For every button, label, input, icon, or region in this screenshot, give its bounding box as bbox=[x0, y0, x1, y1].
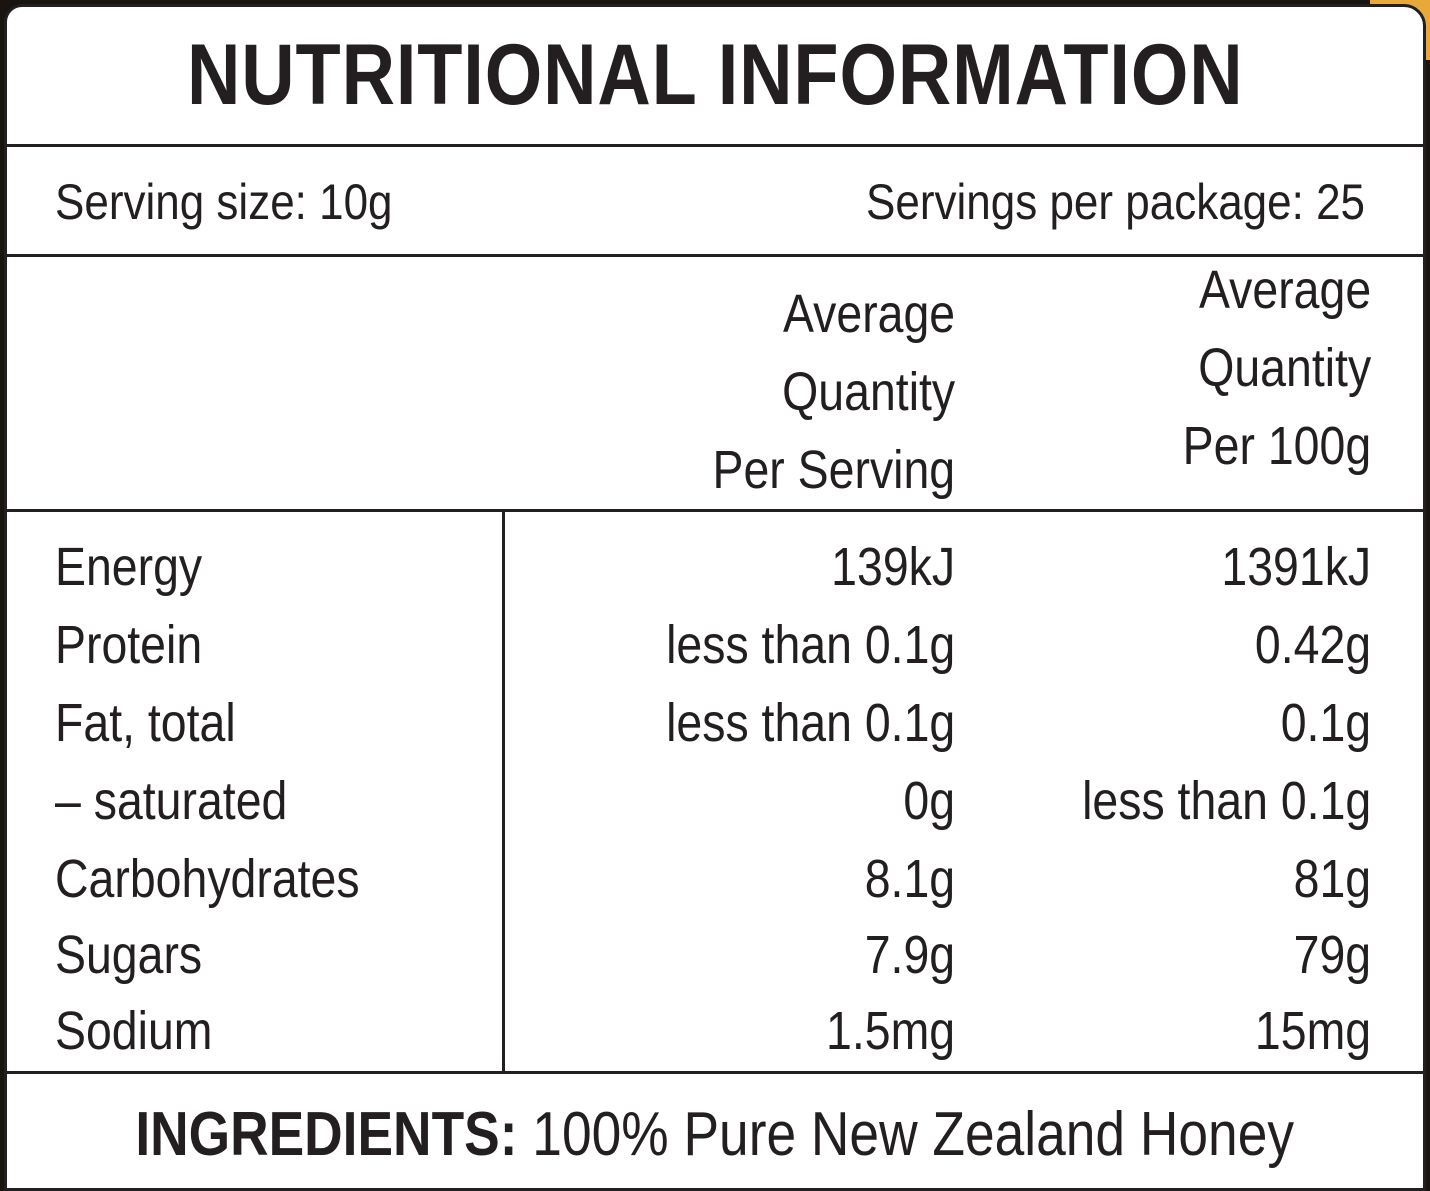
nutrient-per-100g: 0.1g bbox=[1280, 693, 1371, 753]
nutrient-per-100g: 1391kJ bbox=[1221, 537, 1371, 597]
nutrient-per-serving: 0g bbox=[903, 771, 955, 831]
header-per-serving-line: Quantity bbox=[782, 362, 955, 422]
nutrient-row-protein: Protein less than 0.1g 0.42g bbox=[7, 606, 1423, 684]
nutrient-row-carbohydrates: Carbohydrates 8.1g 81g bbox=[7, 840, 1423, 918]
header-per-100g-line: Average bbox=[1198, 260, 1371, 320]
nutrient-per-100g: 15mg bbox=[1254, 1001, 1371, 1061]
nutrient-name: – saturated bbox=[55, 771, 288, 831]
serving-size: Serving size: 10g bbox=[55, 174, 393, 230]
nutrient-per-serving: 139kJ bbox=[831, 537, 955, 597]
ingredients-row: INGREDIENTS: 100% Pure New Zealand Honey bbox=[7, 1074, 1423, 1188]
column-divider bbox=[502, 512, 505, 1071]
column-header-row: Average Quantity Per Serving Average Qua… bbox=[7, 257, 1423, 512]
serving-info-row: Serving size: 10g Servings per package: … bbox=[7, 147, 1423, 257]
nutrient-row-saturated: – saturated 0g less than 0.1g bbox=[7, 762, 1423, 840]
nutrient-per-100g: 81g bbox=[1293, 849, 1371, 909]
nutrient-per-serving: 1.5mg bbox=[825, 1001, 955, 1061]
header-per-100g-line: Quantity bbox=[1198, 338, 1371, 398]
nutrient-row-sugars: Sugars 7.9g 79g bbox=[7, 916, 1423, 994]
nutrient-name: Sodium bbox=[55, 1001, 213, 1061]
ingredients-line: INGREDIENTS: 100% Pure New Zealand Honey bbox=[136, 1099, 1295, 1170]
label-title: NUTRITIONAL INFORMATION bbox=[7, 7, 1423, 147]
ingredients-text: 100% Pure New Zealand Honey bbox=[532, 1099, 1295, 1169]
ingredients-label: INGREDIENTS: bbox=[135, 1099, 518, 1169]
header-per-100g-line: Per 100g bbox=[1182, 416, 1371, 476]
nutrient-per-serving: 8.1g bbox=[864, 849, 955, 909]
nutrition-label: NUTRITIONAL INFORMATION Serving size: 10… bbox=[4, 4, 1426, 1191]
nutrient-row-energy: Energy 139kJ 1391kJ bbox=[7, 528, 1423, 606]
nutrient-name: Protein bbox=[55, 615, 203, 675]
header-per-serving-line: Per Serving bbox=[712, 440, 955, 500]
header-per-100g: Average Quantity Per 100g bbox=[1152, 251, 1371, 485]
nutrient-per-serving: less than 0.1g bbox=[665, 615, 955, 675]
nutrient-name: Fat, total bbox=[55, 693, 236, 753]
servings-per-package: Servings per package: 25 bbox=[866, 174, 1365, 230]
nutrient-per-100g: less than 0.1g bbox=[1081, 771, 1371, 831]
header-per-serving: Average Quantity Per Serving bbox=[673, 275, 955, 509]
nutrient-row-fat-total: Fat, total less than 0.1g 0.1g bbox=[7, 684, 1423, 762]
header-per-serving-line: Average bbox=[782, 284, 955, 344]
nutrient-per-100g: 0.42g bbox=[1254, 615, 1371, 675]
nutrient-per-serving: 7.9g bbox=[864, 925, 955, 985]
nutrient-row-sodium: Sodium 1.5mg 15mg bbox=[7, 992, 1423, 1070]
nutrient-table: Energy 139kJ 1391kJ Protein less than 0.… bbox=[7, 512, 1423, 1074]
nutrient-per-serving: less than 0.1g bbox=[665, 693, 955, 753]
nutrient-name: Energy bbox=[55, 537, 203, 597]
nutrient-name: Sugars bbox=[55, 925, 203, 985]
title-text: NUTRITIONAL INFORMATION bbox=[186, 27, 1244, 123]
nutrient-name: Carbohydrates bbox=[55, 849, 360, 909]
nutrient-per-100g: 79g bbox=[1293, 925, 1371, 985]
